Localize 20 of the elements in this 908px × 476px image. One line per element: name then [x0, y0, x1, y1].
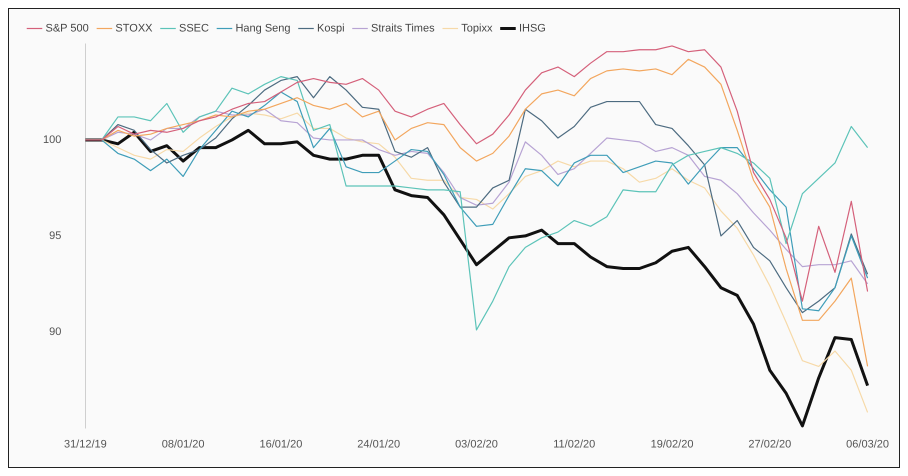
x-tick-label: 31/12/19 [64, 438, 107, 450]
x-tick-label: 03/02/20 [455, 438, 498, 450]
legend-label: S&P 500 [46, 22, 89, 35]
legend-label: Topixx [461, 22, 493, 35]
y-tick-label: 100 [42, 134, 62, 146]
y-tick-label: 90 [49, 326, 62, 338]
legend-label: Straits Times [371, 22, 436, 35]
x-tick-label: 08/01/20 [162, 438, 205, 450]
y-tick-label: 95 [49, 230, 62, 242]
x-tick-label: 16/01/20 [260, 438, 302, 450]
legend-label: IHSG [518, 22, 546, 35]
x-tick-label: 19/02/20 [650, 438, 694, 450]
legend-label: Kospi [317, 22, 345, 35]
legend-label: STOXX [115, 22, 154, 35]
legend-label: SSEC [179, 22, 210, 35]
x-tick-label: 24/01/20 [357, 438, 400, 450]
legend-label: Hang Seng [235, 22, 291, 35]
x-tick-label: 06/03/20 [846, 438, 890, 450]
x-tick-label: 27/02/20 [748, 438, 792, 450]
x-tick-label: 11/02/20 [553, 438, 596, 450]
